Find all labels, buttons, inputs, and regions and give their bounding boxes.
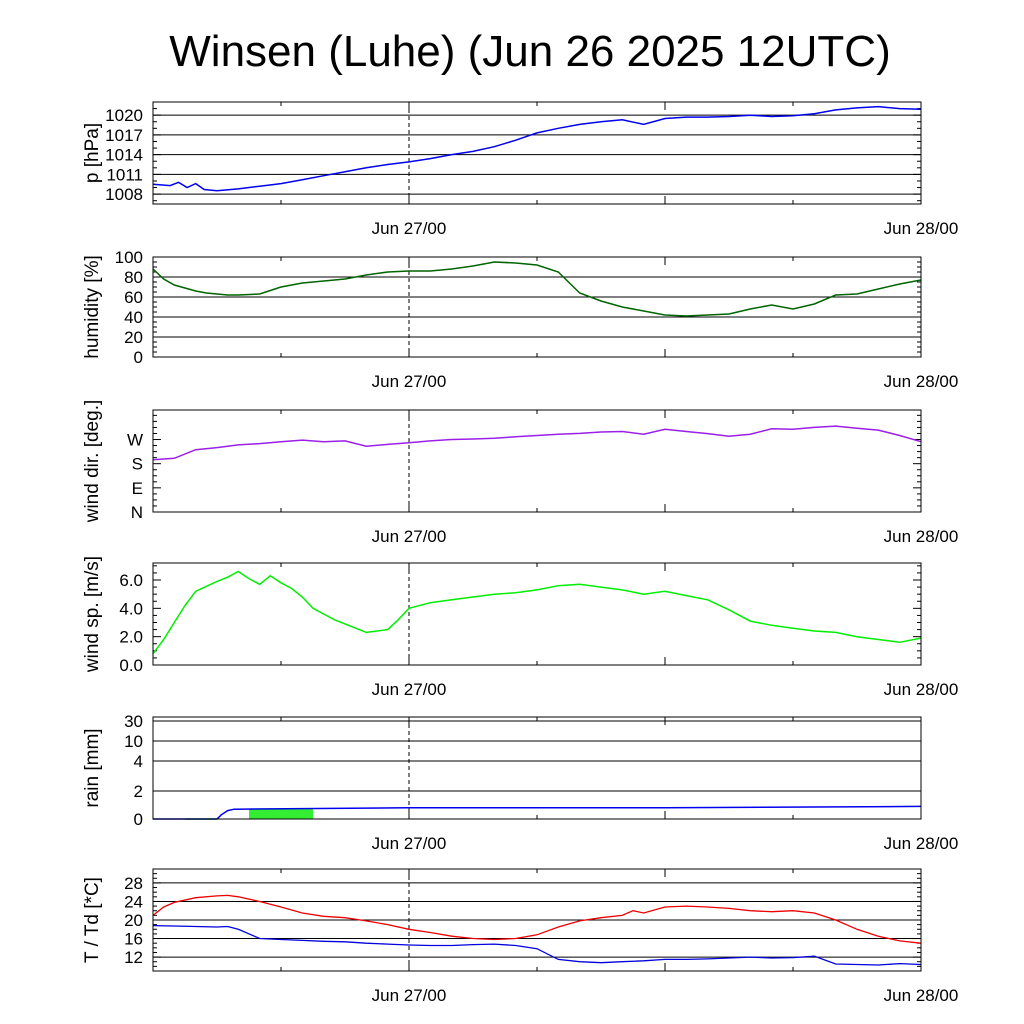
y-axis-label: humidity [%] [82, 255, 103, 358]
y-tick-label: 4 [134, 752, 143, 771]
y-tick-label: 12 [124, 948, 143, 967]
panel-frame [152, 101, 922, 205]
y-axis-label: T / Td [*C] [82, 877, 103, 963]
y-tick-label: 40 [124, 308, 143, 327]
humidity-line [152, 261, 922, 317]
y-tick-label: 6.0 [119, 571, 143, 590]
x-tick-label: Jun 27/00 [372, 527, 447, 546]
y-tick-label: 1017 [105, 126, 143, 145]
x-tick-label: Jun 27/00 [372, 834, 447, 853]
y-tick-label: 80 [124, 268, 143, 287]
y-axis-label: p [hPa] [82, 123, 103, 183]
panel-wind_speed: 0.0 2.0 4.0 6.0 wind sp. [m/s] Jun 27/00 Jun 2… [82, 556, 958, 699]
y-tick-label: 24 [124, 892, 143, 911]
y-tick-label: 1014 [105, 146, 143, 165]
panel-frame [152, 562, 922, 666]
y-tick-label: 30 [124, 712, 143, 731]
y-tick-label: 0 [134, 810, 143, 829]
x-tick-label: Jun 28/00 [884, 372, 959, 391]
y-tick-label: 60 [124, 288, 143, 307]
y-tick-label: 20 [124, 911, 143, 930]
dewpoint-line [152, 924, 922, 966]
y-tick-label: 2.0 [119, 628, 143, 647]
chart-title: Winsen (Luhe) (Jun 26 2025 12UTC) [169, 27, 891, 76]
x-tick-label: Jun 28/00 [884, 680, 959, 699]
pressure-line [152, 105, 922, 192]
rain-bar [249, 809, 313, 819]
y-tick-label: 1011 [106, 165, 143, 184]
x-tick-label: Jun 27/00 [372, 986, 447, 1005]
y-tick-label: 4.0 [119, 599, 143, 618]
wind_speed-line [152, 570, 922, 655]
y-axis-label: rain [mm] [82, 728, 103, 807]
x-tick-label: Jun 27/00 [372, 680, 447, 699]
y-tick-label: 100 [115, 248, 143, 267]
y-tick-label: S [132, 455, 143, 474]
panel-frame [152, 256, 922, 358]
x-tick-label: Jun 28/00 [884, 527, 959, 546]
x-tick-label: Jun 27/00 [372, 372, 447, 391]
wind_dir-line [152, 425, 922, 461]
y-axis-label: wind sp. [m/s] [82, 556, 103, 673]
x-tick-label: Jun 27/00 [372, 219, 447, 238]
y-axis-label: wind dir. [deg.] [82, 400, 103, 524]
y-tick-label: E [132, 479, 143, 498]
y-tick-label: 0.0 [119, 656, 143, 675]
temperature-line [152, 894, 922, 944]
y-tick-label: 10 [124, 732, 143, 751]
y-tick-label: 2 [134, 782, 143, 801]
panel-frame [152, 409, 922, 513]
y-tick-label: 20 [124, 328, 143, 347]
panel-frame [152, 716, 922, 820]
x-tick-label: Jun 28/00 [884, 834, 959, 853]
y-tick-label: 28 [124, 874, 143, 893]
y-tick-label: N [131, 503, 143, 522]
y-tick-label: 1008 [105, 185, 143, 204]
y-tick-label: 16 [124, 930, 143, 949]
x-tick-label: Jun 28/00 [884, 986, 959, 1005]
rain-accumulated-line [153, 805, 922, 820]
y-tick-label: W [127, 431, 143, 450]
y-tick-label: 0 [134, 348, 143, 367]
y-tick-label: 1020 [105, 106, 143, 125]
panel-frame [152, 868, 922, 972]
x-tick-label: Jun 28/00 [884, 219, 959, 238]
